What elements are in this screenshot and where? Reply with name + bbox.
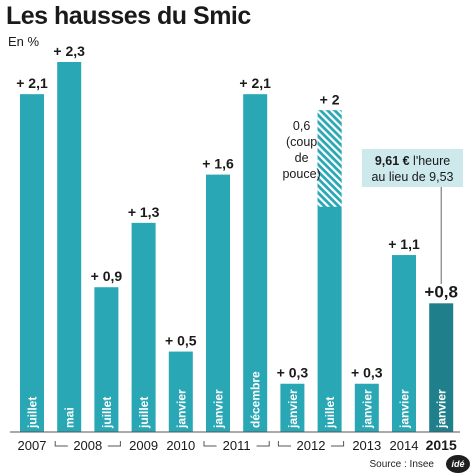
data-label: + 2,3 <box>53 43 85 59</box>
unit-label: En % <box>8 34 40 49</box>
tick-label: 2013 <box>352 438 381 453</box>
bar <box>57 62 82 432</box>
data-label: + 2 <box>320 91 340 107</box>
month-label: juillet <box>100 397 114 429</box>
month-label: janvier <box>286 389 300 429</box>
month-label: mai <box>63 407 77 428</box>
coup-de-pouce-segment <box>317 110 342 207</box>
month-label: juillet <box>323 397 337 429</box>
tick-label: 2007 <box>18 438 47 453</box>
bar <box>168 351 193 432</box>
tick-label: 2014 <box>390 438 419 453</box>
bar <box>20 94 44 432</box>
year-group-bracket <box>54 441 121 447</box>
month-label: janvier <box>174 389 188 429</box>
annotation-text: 0,6 <box>293 119 310 133</box>
bar <box>243 94 268 432</box>
annotation-text: pouce) <box>282 167 320 181</box>
data-label: + 1,6 <box>202 156 234 172</box>
year-group-bracket <box>203 441 270 447</box>
bar <box>94 287 119 432</box>
month-label: janvier <box>212 389 226 429</box>
bar <box>280 383 305 432</box>
data-label: + 0,9 <box>91 268 123 284</box>
bar <box>354 383 379 432</box>
month-label: juillet <box>137 397 151 429</box>
data-label: + 1,1 <box>388 236 420 252</box>
year-group-bracket <box>277 441 345 447</box>
annotation-text: au lieu de 9,53 <box>371 170 453 184</box>
data-label: + 0,5 <box>165 333 197 349</box>
month-label: décembre <box>249 371 263 428</box>
tick-label: 2009 <box>129 438 158 453</box>
tick-label: 2012 <box>297 438 326 453</box>
tick-label: 2015 <box>426 437 457 453</box>
tick-label: 2011 <box>223 438 251 453</box>
annotation-text: de <box>295 151 309 165</box>
bar <box>131 222 156 432</box>
data-label: + 2,1 <box>16 75 48 91</box>
bar <box>392 255 416 432</box>
annotation-text: (coup <box>286 135 317 149</box>
month-label: janvier <box>398 389 412 429</box>
data-label: + 0,3 <box>351 365 383 381</box>
chart-title: Les hausses du Smic <box>6 2 251 30</box>
data-label: + 2,1 <box>239 75 271 91</box>
bar <box>206 174 230 432</box>
data-label: +0,8 <box>424 282 458 301</box>
data-label: + 1,3 <box>128 204 160 220</box>
source-label: Source : Insee <box>369 459 434 470</box>
annotation-box <box>362 149 463 187</box>
month-label: juillet <box>26 397 40 429</box>
bar <box>429 303 454 432</box>
data-label: + 0,3 <box>277 365 309 381</box>
tick-label: 2008 <box>73 438 102 453</box>
month-label: janvier <box>435 389 449 429</box>
month-label: janvier <box>360 389 374 429</box>
publisher-logo: idé <box>446 455 470 473</box>
annotation-text: 9,61 € l'heure <box>375 154 450 168</box>
tick-label: 2010 <box>166 438 195 453</box>
